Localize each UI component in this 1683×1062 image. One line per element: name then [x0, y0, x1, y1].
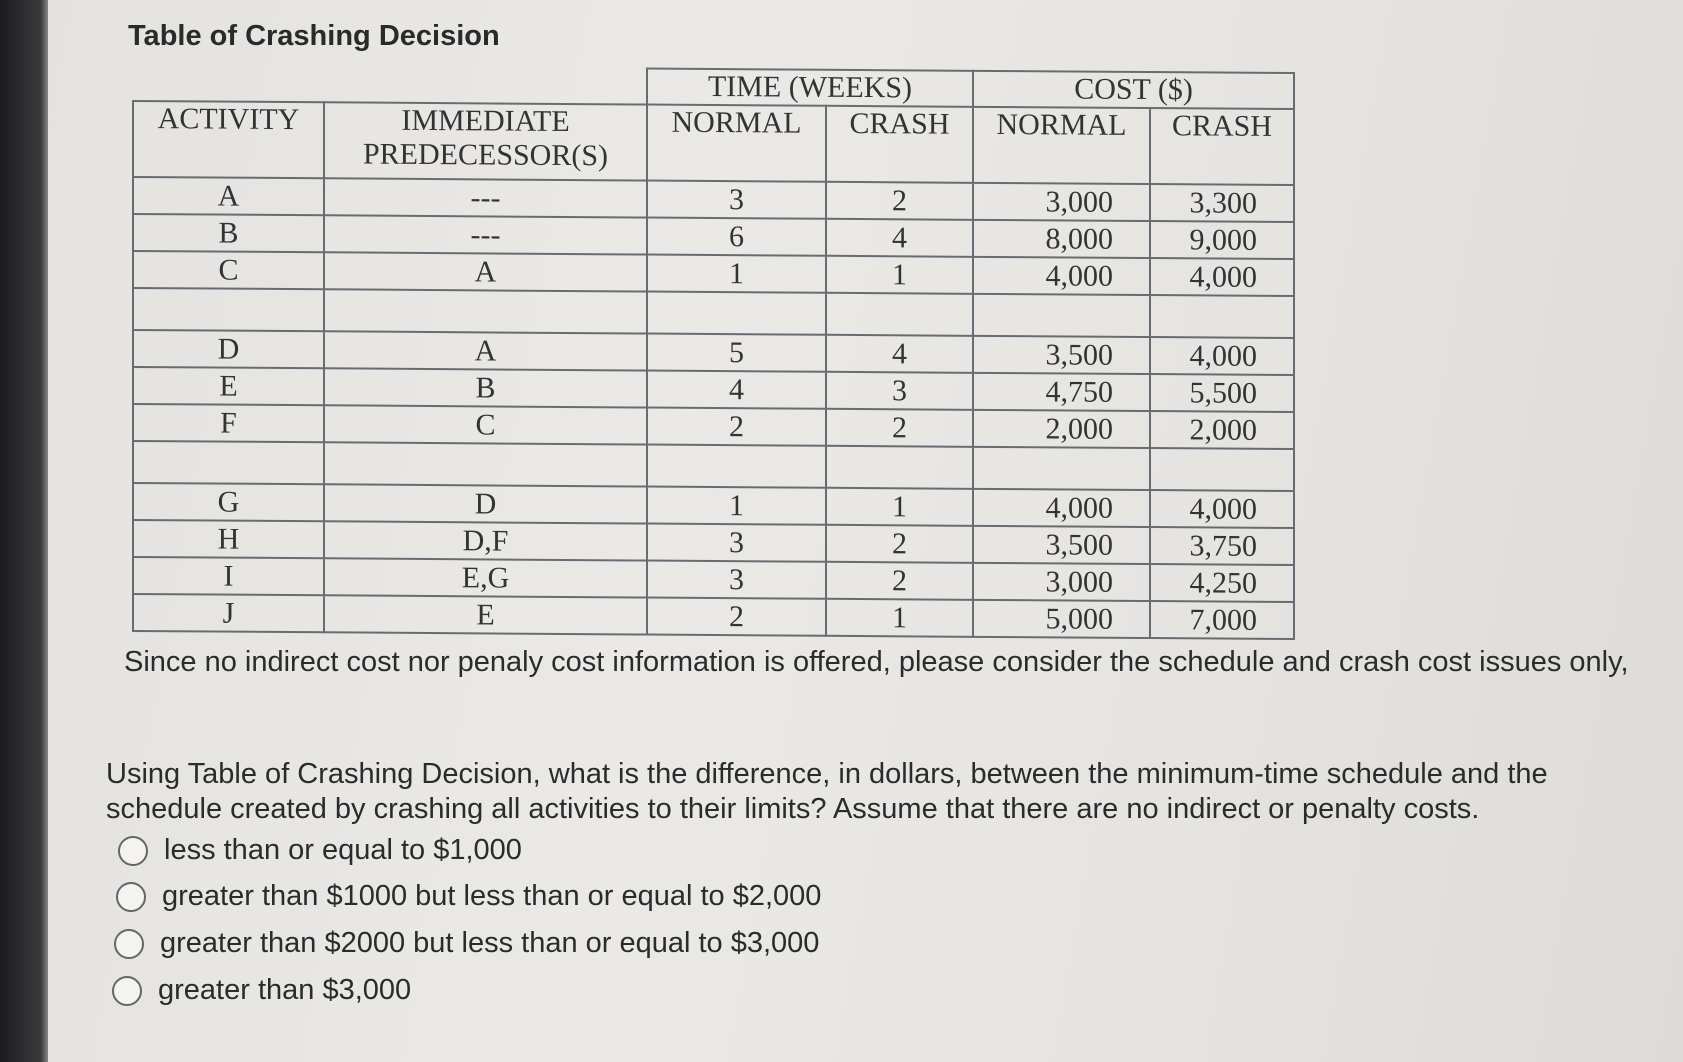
time-crash-cell: 3	[826, 371, 973, 410]
empty-cell	[1150, 448, 1294, 492]
empty-cell	[324, 289, 647, 334]
time-crash-cell: 4	[826, 334, 973, 373]
activity-cell: C	[133, 250, 324, 290]
cost-crash-cell: 5,500	[1150, 374, 1294, 413]
time-crash-cell: 1	[826, 255, 973, 294]
answer-option[interactable]: less than or equal to $1,000	[118, 834, 522, 867]
activity-cell: B	[133, 213, 324, 253]
cost-normal-cell: 4,000	[973, 488, 1150, 528]
radio-button[interactable]	[116, 881, 146, 912]
time-normal-cell: 3	[647, 560, 826, 599]
predecessor-cell: E,G	[324, 558, 647, 598]
empty-cell	[1150, 295, 1294, 339]
note-text: Since no indirect cost nor penaly cost i…	[124, 646, 1629, 678]
time-normal-cell: 1	[647, 254, 826, 293]
empty-cell	[973, 446, 1150, 491]
predecessor-cell: B	[324, 368, 647, 408]
header-time: TIME (WEEKS)	[647, 68, 973, 107]
cost-crash-cell: 4,000	[1150, 258, 1294, 297]
time-normal-cell: 3	[647, 523, 826, 562]
answer-option[interactable]: greater than $1000 but less than or equa…	[116, 880, 821, 913]
cost-normal-cell: 2,000	[973, 409, 1150, 449]
page-title: Table of Crashing Decision	[128, 20, 500, 52]
cost-crash-cell: 4,000	[1150, 337, 1294, 376]
empty-cell	[973, 293, 1150, 338]
table-row: J E 2 1 5,000 7,000	[133, 593, 1294, 640]
header-cost: COST ($)	[973, 70, 1294, 110]
time-normal-cell: 3	[647, 180, 826, 219]
radio-button[interactable]	[118, 835, 148, 866]
time-normal-cell: 6	[647, 217, 826, 256]
cost-crash-cell: 4,000	[1150, 490, 1294, 529]
time-crash-cell: 2	[826, 181, 973, 220]
screen-bezel	[0, 0, 48, 1062]
time-normal-cell: 4	[647, 370, 826, 409]
time-crash-cell: 2	[826, 561, 973, 600]
option-label: less than or equal to $1,000	[164, 834, 522, 866]
header-predecessor: IMMEDIATE PREDECESSOR(S)	[324, 102, 647, 181]
time-crash-cell: 1	[826, 598, 973, 637]
predecessor-cell: E	[324, 595, 647, 635]
empty-cell	[324, 442, 647, 487]
cost-crash-cell: 3,750	[1150, 527, 1294, 566]
cost-normal-cell: 4,000	[973, 256, 1150, 296]
answer-option[interactable]: greater than $3,000	[112, 974, 411, 1007]
crashing-table: TIME (WEEKS) COST ($) ACTIVITY IMMEDIATE…	[132, 64, 1295, 640]
empty-cell	[133, 440, 324, 485]
cost-crash-cell: 9,000	[1150, 221, 1294, 260]
predecessor-cell: ---	[324, 215, 647, 255]
time-normal-cell: 2	[647, 597, 826, 636]
empty-cell	[826, 445, 973, 489]
activity-cell: E	[133, 366, 324, 406]
predecessor-cell: ---	[324, 178, 647, 218]
activity-cell: F	[133, 403, 324, 443]
question-text: Using Table of Crashing Decision, what i…	[106, 758, 1548, 825]
empty-cell	[826, 292, 973, 336]
answer-option[interactable]: greater than $2000 but less than or equa…	[114, 927, 819, 960]
cost-normal-cell: 5,000	[973, 599, 1150, 639]
activity-cell: I	[133, 556, 324, 596]
empty-cell	[647, 444, 826, 488]
radio-button[interactable]	[114, 928, 144, 959]
time-normal-cell: 1	[647, 486, 826, 525]
header-cost-normal: NORMAL	[973, 106, 1150, 185]
time-crash-cell: 1	[826, 487, 973, 526]
time-crash-cell: 2	[826, 408, 973, 447]
cost-normal-cell: 3,000	[973, 562, 1150, 602]
cost-normal-cell: 8,000	[973, 219, 1150, 259]
cost-normal-cell: 3,000	[973, 182, 1150, 222]
radio-button[interactable]	[112, 975, 142, 1006]
predecessor-cell: D,F	[324, 521, 647, 561]
option-label: greater than $1000 but less than or equa…	[162, 880, 822, 912]
header-activity: ACTIVITY	[133, 100, 324, 179]
time-normal-cell: 5	[647, 333, 826, 372]
activity-cell: J	[133, 593, 324, 633]
predecessor-cell: A	[324, 252, 647, 292]
header-time-normal: NORMAL	[647, 104, 826, 182]
predecessor-cell: A	[324, 331, 647, 371]
cost-normal-cell: 4,750	[973, 372, 1150, 412]
empty-cell	[647, 291, 826, 335]
header-time-crash: CRASH	[826, 105, 973, 183]
predecessor-cell: C	[324, 405, 647, 445]
cost-crash-cell: 7,000	[1150, 601, 1294, 640]
empty-cell	[133, 287, 324, 332]
activity-cell: G	[133, 482, 324, 522]
activity-cell: A	[133, 176, 324, 216]
time-normal-cell: 2	[647, 407, 826, 446]
cost-normal-cell: 3,500	[973, 525, 1150, 565]
header-cost-crash: CRASH	[1150, 108, 1294, 186]
cost-crash-cell: 2,000	[1150, 411, 1294, 450]
time-crash-cell: 4	[826, 218, 973, 257]
option-label: greater than $2000 but less than or equa…	[160, 927, 820, 959]
cost-normal-cell: 3,500	[973, 335, 1150, 375]
cost-crash-cell: 3,300	[1150, 184, 1294, 223]
option-label: greater than $3,000	[158, 974, 412, 1006]
cost-crash-cell: 4,250	[1150, 564, 1294, 603]
activity-cell: H	[133, 519, 324, 559]
predecessor-cell: D	[324, 484, 647, 524]
time-crash-cell: 2	[826, 524, 973, 563]
table-body: A --- 3 2 3,000 3,300 B --- 6 4 8,000 9,000 C A 1 1 4,00…	[133, 176, 1294, 640]
activity-cell: D	[133, 329, 324, 369]
